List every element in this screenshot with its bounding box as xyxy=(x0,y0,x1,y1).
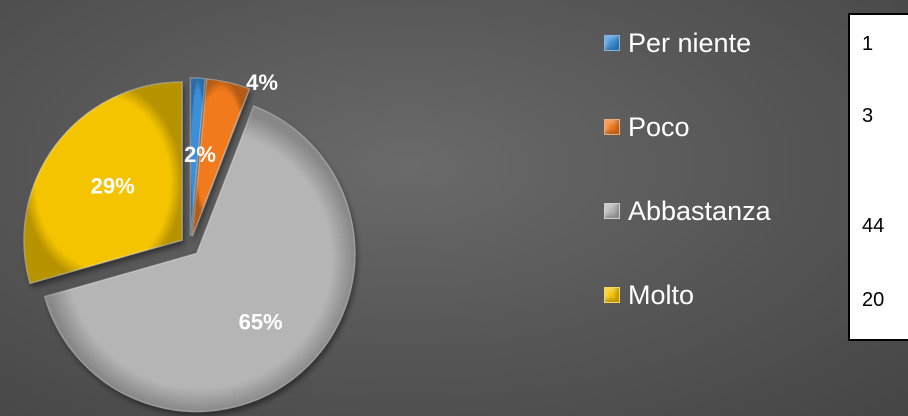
slice-label-abbastanza: 65% xyxy=(239,309,283,334)
pie-slice-bevel-molto xyxy=(24,81,183,284)
legend-item-molto: Molto xyxy=(604,279,694,311)
legend-swatch-poco xyxy=(604,119,620,135)
legend-swatch-abbastanza xyxy=(604,203,620,219)
slice-label-molto: 29% xyxy=(91,173,135,198)
table-cell: 3 xyxy=(862,105,874,127)
pie-chart: 2% 4% 65% 29% xyxy=(23,70,356,413)
table-cell: 44 xyxy=(862,215,885,237)
pie-slice-bevel-abbastanza xyxy=(44,106,355,412)
data-table: 1 3 44 20 xyxy=(848,13,908,341)
legend-item-poco: Poco xyxy=(604,111,690,143)
pie-slice-bevel-per-niente xyxy=(190,78,206,237)
legend-label: Poco xyxy=(628,111,690,142)
legend-item-per-niente: Per niente xyxy=(604,27,751,59)
table-cell: 20 xyxy=(862,289,885,311)
slice-label-per-niente: 2% xyxy=(184,142,216,167)
table-cell: 1 xyxy=(862,33,874,55)
slice-label-poco: 4% xyxy=(246,70,278,95)
legend-label: Molto xyxy=(628,279,695,310)
pie-slice-bevel-poco xyxy=(192,78,250,237)
legend: Per niente Poco Abbastanza Molto xyxy=(604,0,834,416)
legend-swatch-per-niente xyxy=(604,35,620,51)
legend-label: Per niente xyxy=(628,27,752,58)
legend-label: Abbastanza xyxy=(628,195,771,226)
legend-item-abbastanza: Abbastanza xyxy=(604,195,771,227)
legend-swatch-molto xyxy=(604,287,620,303)
